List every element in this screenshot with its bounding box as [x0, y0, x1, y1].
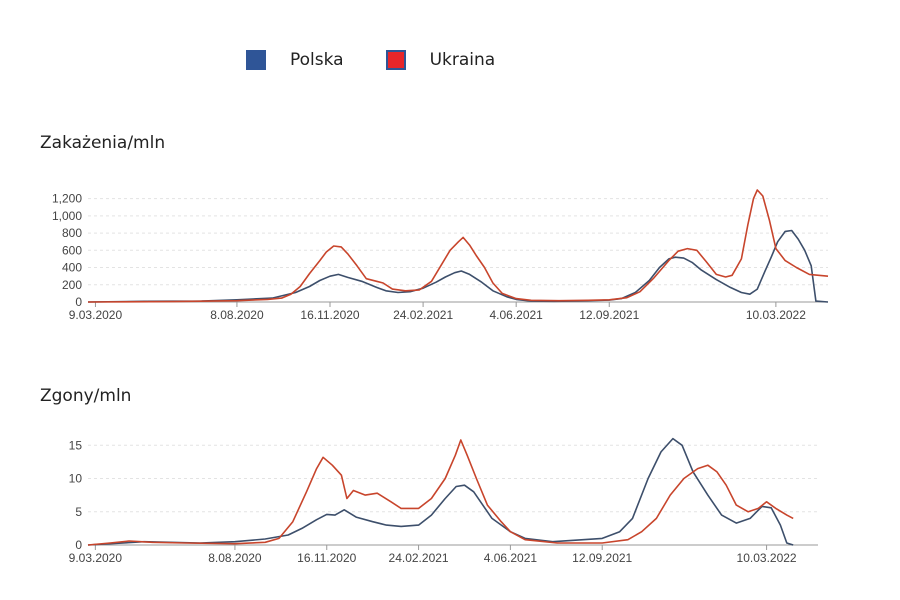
x-tick-label: 9.03.2020 — [69, 308, 123, 322]
chart-title-deaths: Zgony/mln — [40, 386, 132, 406]
y-tick-label: 800 — [62, 226, 82, 240]
y-tick-label: 1,000 — [52, 209, 82, 223]
x-tick-label: 8.08.2020 — [208, 551, 262, 565]
x-tick-label: 10.03.2022 — [737, 551, 797, 565]
x-tick-label: 24.02.2021 — [389, 551, 449, 565]
x-tick-label: 8.08.2020 — [210, 308, 264, 322]
x-tick-label: 10.03.2022 — [746, 308, 806, 322]
y-tick-label: 5 — [75, 505, 82, 519]
y-tick-label: 1,200 — [52, 192, 82, 206]
legend-label-polska: Polska — [290, 50, 344, 70]
legend: Polska Ukraina — [246, 50, 537, 70]
y-tick-label: 15 — [69, 438, 83, 452]
y-tick-label: 200 — [62, 278, 82, 292]
x-tick-label: 24.02.2021 — [393, 308, 453, 322]
x-tick-label: 4.06.2021 — [484, 551, 538, 565]
y-tick-label: 400 — [62, 261, 82, 275]
y-tick-label: 0 — [75, 538, 82, 552]
x-tick-label: 12.09.2021 — [579, 308, 639, 322]
legend-swatch-polska — [246, 50, 266, 70]
legend-item-ukraina[interactable]: Ukraina — [385, 50, 496, 70]
chart-title-infections: Zakażenia/mln — [40, 133, 166, 153]
series-line-polska — [87, 437, 794, 546]
x-tick-label: 9.03.2020 — [69, 551, 123, 565]
series-line-ukraina — [87, 189, 829, 303]
y-tick-label: 0 — [75, 295, 82, 309]
legend-swatch-ukraina — [385, 50, 406, 70]
series-line-ukraina — [87, 439, 794, 546]
x-tick-label: 16.11.2020 — [297, 551, 356, 565]
y-tick-label: 10 — [69, 472, 83, 486]
x-tick-label: 12.09.2021 — [572, 551, 632, 565]
x-tick-label: 4.06.2021 — [489, 308, 543, 322]
y-tick-label: 600 — [62, 243, 82, 257]
x-tick-label: 16.11.2020 — [300, 308, 359, 322]
legend-item-polska[interactable]: Polska — [246, 50, 344, 70]
legend-label-ukraina: Ukraina — [429, 50, 496, 70]
